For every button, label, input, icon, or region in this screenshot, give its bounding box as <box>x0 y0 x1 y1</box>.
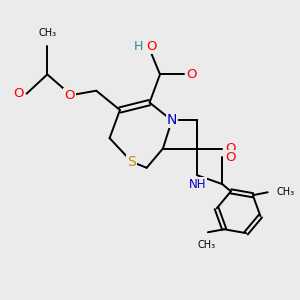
Text: S: S <box>128 155 136 169</box>
Text: O: O <box>146 40 156 53</box>
Text: NH: NH <box>189 178 206 190</box>
Text: H: H <box>134 40 143 53</box>
Text: O: O <box>64 89 75 102</box>
Text: O: O <box>225 142 236 155</box>
Text: CH₃: CH₃ <box>38 28 56 38</box>
Text: CH₃: CH₃ <box>277 187 295 197</box>
Text: O: O <box>225 151 236 164</box>
Text: O: O <box>13 87 23 100</box>
Text: CH₃: CH₃ <box>197 240 215 250</box>
Text: O: O <box>187 68 197 81</box>
Text: N: N <box>167 113 177 128</box>
